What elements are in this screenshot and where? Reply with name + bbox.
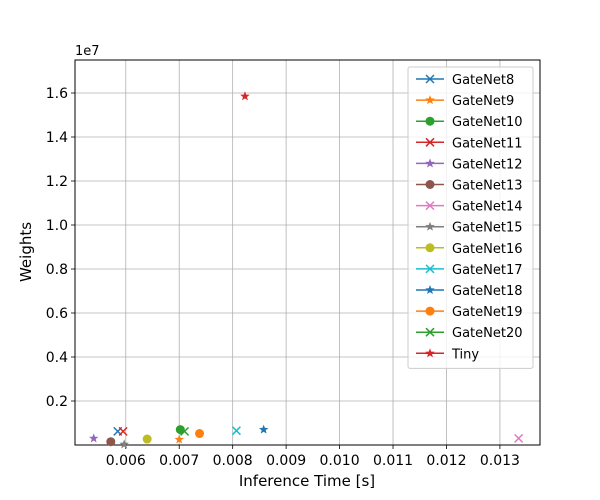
y-tick-label: 1.4 [46,130,68,146]
x-tick-label: 0.011 [373,453,413,469]
data-point [195,429,205,439]
data-point [118,426,128,436]
axes [74,59,541,446]
legend-marker [425,158,435,168]
legend-marker [425,74,435,84]
x-tick-label: 0.009 [266,453,306,469]
legend-marker [425,285,435,295]
plot-frame [74,59,541,446]
legend-label: GateNet15 [452,221,523,236]
legend-label: Tiny [451,347,479,362]
legend-item: GateNet20 [416,326,523,341]
legend-marker [425,137,435,147]
legend-item: GateNet16 [416,242,523,257]
legend-marker [425,180,435,189]
legend-marker [425,264,435,274]
data-point [231,426,241,436]
data-point [514,433,524,443]
data-point [119,439,129,449]
legend-item: GateNet18 [416,284,523,299]
legend-marker [425,243,435,253]
data-point [174,434,184,444]
y-tick-label: 1.6 [46,86,68,102]
y-axis-offset-text: 1e7 [75,44,100,59]
legend-item: Tiny [416,347,479,362]
legend-marker [425,95,435,105]
x-tick-label: 0.010 [320,453,360,469]
data-point [88,433,99,443]
legend-marker [425,327,435,337]
legend-item: GateNet17 [416,263,523,278]
data-point [240,91,250,101]
legend-marker [425,306,435,316]
legend-item: GateNet9 [416,94,514,109]
data-point [106,437,116,447]
legend-label: GateNet18 [452,284,523,299]
legend-item: GateNet14 [416,200,523,215]
legend-label: GateNet9 [452,94,514,109]
legend-label: GateNet8 [452,73,514,88]
legend-label: GateNet11 [452,136,523,151]
x-tick-label: 0.008 [213,453,253,469]
x-tick-label: 0.012 [426,453,466,469]
legend-item: GateNet12 [416,157,523,172]
x-tick-label: 0.006 [106,453,146,469]
legend-label: GateNet17 [452,263,523,278]
x-axis-ticks: 0.006 0.007 0.008 0.009 0.010 0.011 0.012 0.013 [106,445,520,469]
y-tick-label: 0.8 [46,262,68,278]
legend-item: GateNet19 [416,305,523,320]
legend-item: GateNet13 [416,179,523,194]
y-tick-label: 0.6 [46,306,68,322]
legend-marker [425,201,435,211]
y-tick-label: 0.4 [46,350,68,366]
legend: GateNet8 GateNet9 GateNet10 GateNet11 GateNe… [407,66,534,369]
legend-marker [425,221,435,231]
x-tick-label: 0.007 [159,453,199,469]
y-axis-label: Weights [17,222,35,282]
data-point [180,426,190,436]
legend-marker [425,348,435,358]
data-point [258,424,269,434]
y-tick-label: 1.2 [46,174,68,190]
legend-label: GateNet10 [452,115,523,130]
legend-item: GateNet15 [416,221,523,236]
legend-box [407,66,534,369]
y-axis-ticks: 0.2 0.4 0.6 0.8 1.0 1.2 1.4 1.6 [46,86,75,410]
legend-label: GateNet14 [452,200,523,215]
legend-item: GateNet10 [416,115,523,130]
legend-label: GateNet20 [452,326,523,341]
x-axis-label: Inference Time [s] [239,472,375,490]
legend-label: GateNet16 [452,242,523,257]
legend-label: GateNet13 [452,179,523,194]
y-tick-label: 1.0 [46,218,68,234]
data-points [88,91,524,449]
legend-marker [425,116,435,126]
x-tick-label: 0.013 [480,453,520,469]
legend-label: GateNet19 [452,305,523,320]
legend-label: GateNet12 [452,157,523,172]
y-tick-label: 0.2 [46,394,68,410]
data-point [142,434,152,444]
legend-item: GateNet8 [416,73,514,88]
data-point [175,425,185,435]
legend-item: GateNet11 [416,136,523,151]
